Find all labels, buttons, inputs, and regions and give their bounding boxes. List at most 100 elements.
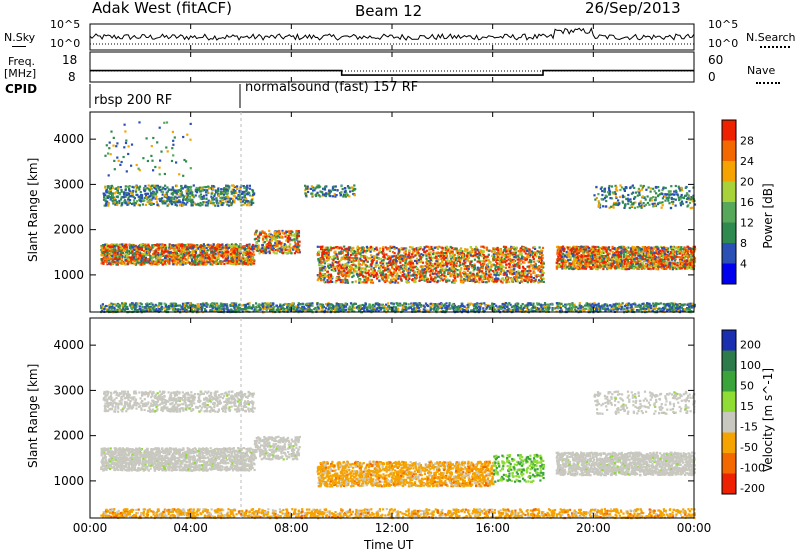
power-cell [276, 241, 278, 243]
power-cell [387, 268, 389, 270]
power-cell [456, 262, 458, 264]
power-cell [408, 254, 410, 256]
power-cell [371, 272, 373, 274]
power-cell [494, 258, 496, 260]
power-cell [181, 191, 183, 193]
power-cell [350, 265, 352, 267]
power-cell [347, 282, 349, 284]
power-cell [109, 263, 111, 265]
power-cell [368, 270, 370, 272]
power-cell [416, 276, 418, 278]
power-cell [405, 276, 407, 278]
power-cell [233, 247, 235, 249]
power-cell [138, 248, 140, 250]
power-cell [518, 250, 520, 252]
power-cell [513, 273, 515, 275]
power-cell [137, 262, 139, 264]
power-cell [319, 273, 321, 275]
power-cell [112, 192, 114, 194]
power-cell [526, 258, 528, 260]
power-cell [296, 248, 298, 250]
power-cell [468, 279, 470, 281]
power-cell [220, 188, 222, 190]
power-cell [393, 268, 395, 270]
power-cell [228, 185, 230, 187]
power-cell [327, 271, 329, 273]
power-cell [529, 251, 531, 253]
power-cell [353, 184, 355, 186]
power-cell [186, 252, 188, 254]
power-cell [305, 188, 307, 190]
power-cell [231, 202, 233, 204]
power-cell [181, 249, 183, 251]
power-cell [218, 194, 220, 196]
power-cell [172, 263, 174, 265]
power-cell [307, 191, 309, 193]
power-cell [499, 272, 501, 274]
power-cell [483, 263, 485, 265]
power-cell [480, 246, 482, 248]
power-cell [386, 280, 388, 282]
power-cell [140, 191, 142, 193]
power-cell [414, 260, 416, 262]
power-cell [144, 193, 146, 195]
power-cell [405, 264, 407, 266]
power-cell [191, 202, 193, 204]
power-cell [170, 254, 172, 256]
power-cell [161, 197, 163, 199]
power-cell [451, 261, 453, 263]
power-cell [518, 272, 520, 274]
power-cell [180, 185, 182, 187]
power-cell [238, 256, 240, 258]
power-cell [440, 276, 442, 278]
power-cell [367, 279, 369, 281]
power-cell [497, 274, 499, 276]
power-cell [385, 246, 387, 248]
power-cell [341, 275, 343, 277]
power-cell [110, 258, 112, 260]
power-cell [443, 255, 445, 257]
power-cell [212, 254, 214, 256]
power-cell [324, 267, 326, 269]
power-cell [202, 201, 204, 203]
power-cell [101, 258, 103, 260]
power-cell [437, 255, 439, 257]
power-cell [154, 253, 156, 255]
power-cell [250, 260, 252, 262]
power-cell [328, 193, 330, 195]
power-cell [135, 259, 137, 261]
power-cell [503, 255, 505, 257]
power-cell [151, 185, 153, 187]
power-cell [358, 263, 360, 265]
power-cell [445, 249, 447, 251]
power-cell [513, 260, 515, 262]
power-cell [197, 256, 199, 258]
power-cell [287, 246, 289, 248]
power-cell [532, 256, 534, 258]
power-cell [126, 254, 128, 256]
power-cell [476, 274, 478, 276]
power-cell [528, 265, 530, 267]
power-cell [124, 202, 126, 204]
power-cell [420, 261, 422, 263]
power-cell [440, 258, 442, 260]
power-cell [486, 265, 488, 267]
power-cell [397, 255, 399, 257]
power-cell [227, 192, 229, 194]
power-cell [457, 255, 459, 257]
power-cell [370, 281, 372, 283]
power-cell [235, 243, 237, 245]
power-cell [540, 277, 542, 279]
power-cell [268, 251, 270, 253]
power-cell [391, 247, 393, 249]
power-cell [386, 262, 388, 264]
power-cell [489, 276, 491, 278]
power-cell [153, 185, 155, 187]
power-cell [453, 282, 455, 284]
power-cell [174, 190, 176, 192]
power-cell [390, 272, 392, 274]
power-cell [161, 243, 163, 245]
power-cell [397, 282, 399, 284]
power-cell [196, 191, 198, 193]
power-cell [379, 268, 381, 270]
